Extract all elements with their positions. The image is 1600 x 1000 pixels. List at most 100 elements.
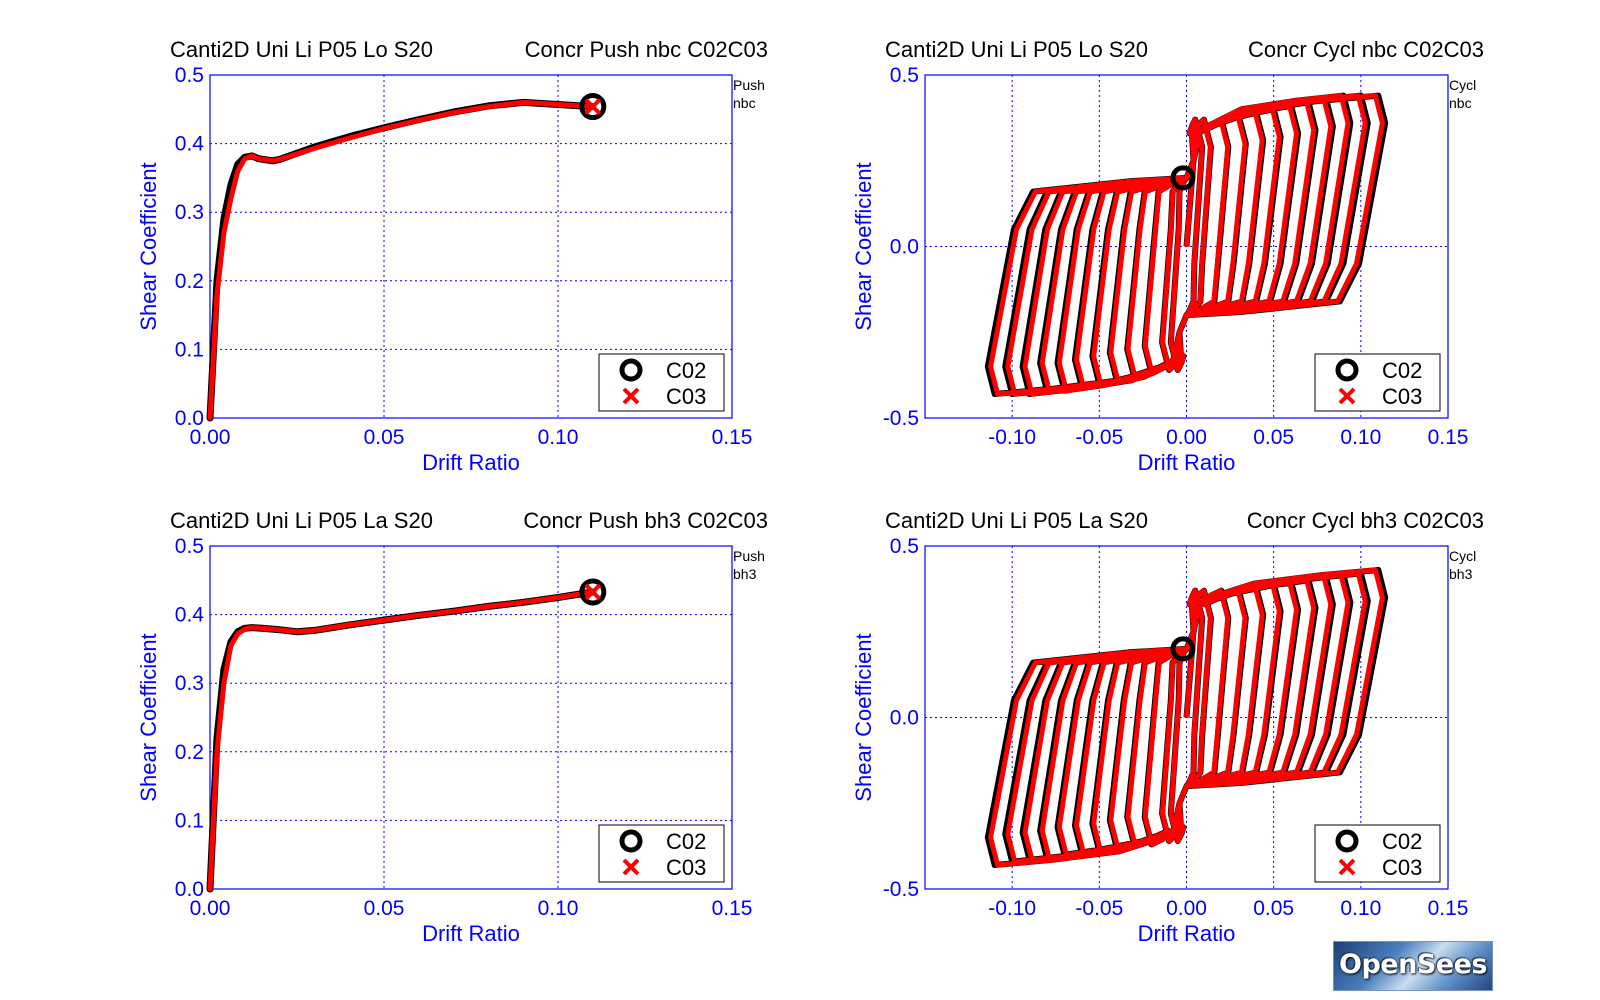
side-note: bh3 <box>733 566 757 582</box>
end-marker-c02 <box>1170 165 1196 191</box>
legend-marker-c03 <box>622 387 640 405</box>
plot-frame <box>209 545 733 890</box>
series-line-c02 <box>206 98 597 422</box>
chart-title-left: Canti2D Uni Li P05 La S20 <box>885 508 1148 533</box>
y-tick-label: 0.0 <box>175 878 204 901</box>
x-tick-label: -0.10 <box>988 897 1036 920</box>
series-line-c03 <box>207 99 596 421</box>
x-tick-label: 0.15 <box>1428 426 1469 449</box>
y-tick-label: 0.2 <box>175 270 204 293</box>
side-note: bh3 <box>1449 566 1473 582</box>
legend-label-c02: C02 <box>666 829 706 854</box>
side-note: Push <box>733 548 765 564</box>
y-tick-label: 0.4 <box>175 604 205 627</box>
y-tick-label: 0.1 <box>175 338 204 361</box>
x-tick-label: -0.05 <box>1075 897 1123 920</box>
subplot-bl: Canti2D Uni Li P05 La S20 Concr Push bh3 … <box>136 508 768 946</box>
side-note: nbc <box>733 95 756 111</box>
side-note: nbc <box>1449 95 1472 111</box>
plot-frame <box>209 74 733 419</box>
x-tick-label: 0.00 <box>190 897 231 920</box>
series-line-c03 <box>988 567 1385 868</box>
legend-label-c03: C03 <box>666 384 706 409</box>
x-axis-label: Drift Ratio <box>1138 921 1236 946</box>
y-tick-label: 0.5 <box>890 64 919 87</box>
x-tick-label: 0.05 <box>364 897 405 920</box>
series-line-c03 <box>988 93 1385 397</box>
legend-marker-c03 <box>1338 387 1356 405</box>
legend-marker-c02 <box>1335 358 1359 382</box>
subplot-tr: Canti2D Uni Li P05 Lo S20 Concr Cycl nbc … <box>851 37 1484 475</box>
legend-marker-c03 <box>622 858 640 876</box>
chart-title-right: Concr Cycl bh3 C02C03 <box>1247 508 1484 533</box>
side-note: Cycl <box>1449 548 1476 564</box>
legend-label-c02: C02 <box>1382 358 1422 383</box>
x-tick-label: 0.00 <box>190 426 231 449</box>
x-tick-label: -0.10 <box>988 426 1036 449</box>
y-axis-label: Shear Coefficient <box>851 633 876 801</box>
x-axis-label: Drift Ratio <box>1138 450 1236 475</box>
chart-title-right: Concr Cycl nbc C02C03 <box>1248 37 1484 62</box>
y-tick-label: 0.3 <box>175 672 204 695</box>
x-tick-label: 0.10 <box>538 897 579 920</box>
y-tick-label: 0.1 <box>175 809 204 832</box>
legend: C02C03 <box>1314 824 1441 883</box>
chart-title-left: Canti2D Uni Li P05 Lo S20 <box>170 37 433 62</box>
legend-box <box>598 824 725 883</box>
legend-label-c03: C03 <box>666 855 706 880</box>
x-tick-label: 0.10 <box>538 426 579 449</box>
y-axis-label: Shear Coefficient <box>851 162 876 330</box>
y-tick-label: 0.0 <box>890 707 919 730</box>
x-tick-label: 0.05 <box>364 426 405 449</box>
x-tick-label: 0.15 <box>712 426 753 449</box>
legend-box <box>1314 824 1441 883</box>
opensees-logo: OpenSees <box>1333 941 1493 991</box>
side-note: Push <box>733 77 765 93</box>
x-tick-label: 0.10 <box>1340 426 1381 449</box>
y-tick-label: 0.4 <box>175 133 205 156</box>
legend-box <box>598 353 725 412</box>
subplot-tl: Canti2D Uni Li P05 Lo S20 Concr Push nbc … <box>136 37 768 475</box>
end-marker-c02 <box>579 578 607 606</box>
x-tick-label: -0.05 <box>1075 426 1123 449</box>
legend: C02C03 <box>598 353 725 412</box>
y-tick-label: 0.0 <box>175 407 204 430</box>
x-tick-label: 0.15 <box>712 897 753 920</box>
subplot-br: Canti2D Uni Li P05 La S20 Concr Cycl bh3 … <box>851 508 1484 946</box>
legend-label-c03: C03 <box>1382 855 1422 880</box>
x-tick-label: 0.00 <box>1166 426 1207 449</box>
end-marker-c02 <box>1170 636 1196 662</box>
x-tick-label: 0.00 <box>1166 897 1207 920</box>
y-tick-label: 0.3 <box>175 201 204 224</box>
plot-frame <box>924 545 1449 890</box>
y-axis-label: Shear Coefficient <box>136 162 161 330</box>
chart-title-right: Concr Push nbc C02C03 <box>525 37 768 62</box>
side-note: Cycl <box>1449 77 1476 93</box>
y-tick-label: 0.5 <box>890 535 919 558</box>
legend: C02C03 <box>1314 353 1441 412</box>
y-tick-label: 0.5 <box>175 64 204 87</box>
y-axis-label: Shear Coefficient <box>136 633 161 801</box>
legend-label-c02: C02 <box>1382 829 1422 854</box>
legend-marker-c02 <box>619 829 643 853</box>
end-marker-c03 <box>584 583 602 601</box>
chart-title-right: Concr Push bh3 C02C03 <box>523 508 768 533</box>
x-tick-label: 0.10 <box>1340 897 1381 920</box>
x-axis-label: Drift Ratio <box>422 450 520 475</box>
y-tick-label: -0.5 <box>883 878 919 901</box>
y-tick-label: 0.2 <box>175 741 204 764</box>
x-axis-label: Drift Ratio <box>422 921 520 946</box>
legend-label-c02: C02 <box>666 358 706 383</box>
x-tick-label: 0.15 <box>1428 897 1469 920</box>
chart-title-left: Canti2D Uni Li P05 La S20 <box>170 508 433 533</box>
opensees-logo-text: OpenSees <box>1339 949 1487 980</box>
end-marker-c03 <box>584 98 602 115</box>
x-tick-label: 0.05 <box>1253 897 1294 920</box>
legend: C02C03 <box>598 824 725 883</box>
y-tick-label: 0.0 <box>890 236 919 259</box>
x-tick-label: 0.05 <box>1253 426 1294 449</box>
y-tick-label: 0.5 <box>175 535 204 558</box>
legend-marker-c03 <box>1338 858 1356 876</box>
series-line-c03 <box>207 589 596 892</box>
end-marker-c02 <box>579 93 607 121</box>
